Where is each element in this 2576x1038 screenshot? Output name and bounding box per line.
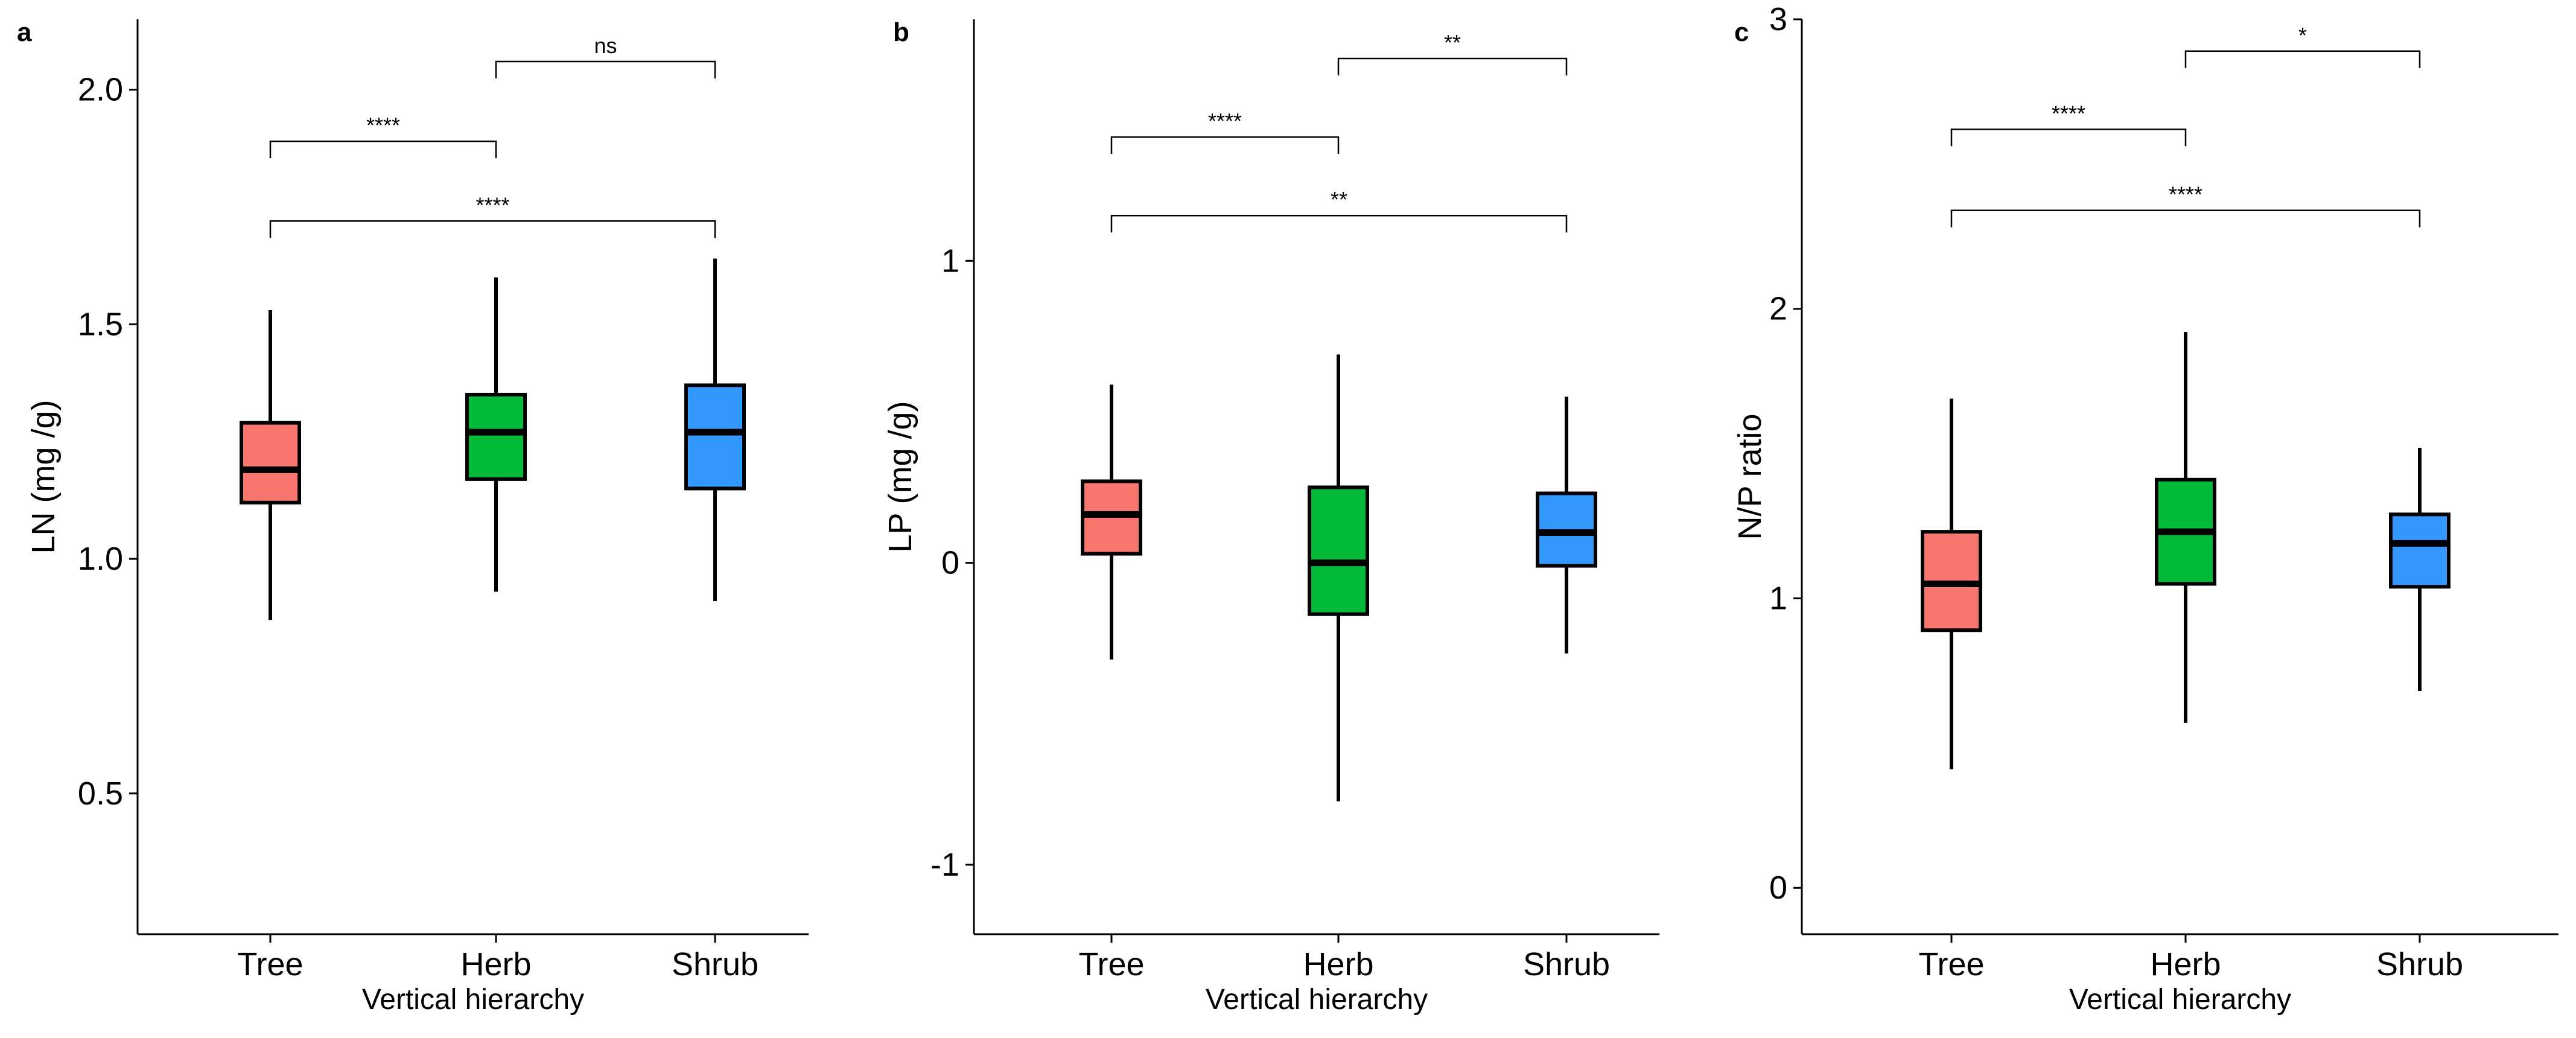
box-herb bbox=[465, 277, 527, 592]
y-tick-label: 3 bbox=[1769, 1, 1787, 37]
y-tick-label: 1.0 bbox=[78, 541, 123, 577]
comparison-tree-shrub: ** bbox=[1110, 187, 1568, 233]
x-tick-label-herb: Herb bbox=[460, 946, 531, 982]
iqr-box bbox=[1308, 485, 1369, 616]
x-axis-label: Vertical hierarchy bbox=[362, 984, 584, 1016]
comparison-tree-herb: **** bbox=[269, 113, 497, 159]
x-tick-label-tree: Tree bbox=[237, 946, 303, 982]
y-tick-label: -1 bbox=[930, 847, 959, 883]
y-axis-label: LN (mg /g) bbox=[25, 400, 62, 553]
y-tick-label: 0 bbox=[941, 545, 959, 581]
significance-label: **** bbox=[2169, 182, 2202, 207]
comparison-tree-shrub: **** bbox=[269, 193, 716, 238]
x-axis-label: Vertical hierarchy bbox=[2069, 984, 2291, 1016]
x-tick-label-herb: Herb bbox=[2150, 946, 2221, 982]
panel-b: b -1 0 1 LP (mg /g) Tree Herb Shrub Vertical hie… bbox=[882, 18, 1659, 1016]
x-tick-label-shrub: Shrub bbox=[672, 946, 758, 982]
box-tree bbox=[1921, 398, 1982, 769]
comparison-bracket bbox=[1110, 136, 1340, 154]
box-herb bbox=[2155, 332, 2216, 723]
y-tick-label: 0 bbox=[1769, 870, 1787, 906]
significance-label: **** bbox=[1208, 109, 1242, 133]
y-axis-label: N/P ratio bbox=[1732, 413, 1768, 540]
y-axis-label: LP (mg /g) bbox=[882, 401, 918, 552]
comparison-tree-herb: **** bbox=[1950, 101, 2187, 147]
significance-label: ** bbox=[1444, 30, 1461, 55]
x-tick-label-shrub: Shrub bbox=[1523, 946, 1610, 982]
box-tree bbox=[240, 310, 301, 620]
comparison-herb-shrub: ** bbox=[1337, 30, 1568, 76]
comparison-bracket bbox=[269, 220, 716, 238]
comparison-bracket bbox=[2184, 50, 2421, 68]
comparison-bracket bbox=[269, 140, 497, 159]
box-shrub bbox=[1536, 396, 1597, 654]
comparison-tree-shrub: **** bbox=[1950, 182, 2421, 228]
comparison-herb-shrub: * bbox=[2184, 23, 2421, 68]
y-tick-label: 1 bbox=[941, 243, 959, 279]
x-tick-label-tree: Tree bbox=[1918, 946, 1984, 982]
comparison-bracket bbox=[1337, 57, 1568, 76]
y-tick-label: 1.5 bbox=[78, 306, 123, 342]
significance-label: **** bbox=[366, 113, 400, 138]
box-shrub bbox=[684, 258, 746, 602]
significance-label: * bbox=[2298, 23, 2307, 48]
panel-label: b bbox=[893, 18, 909, 47]
box-herb bbox=[1308, 354, 1369, 801]
x-tick-label-shrub: Shrub bbox=[2376, 946, 2463, 982]
iqr-box bbox=[684, 383, 746, 491]
panel-label: a bbox=[17, 18, 32, 47]
panel-a: a 0.5 1.0 1.5 2.0 LN (mg /g) Tree Herb Shrub Vert… bbox=[17, 18, 809, 1016]
iqr-box bbox=[465, 392, 527, 481]
comparison-tree-herb: **** bbox=[1110, 109, 1340, 154]
panel-label: c bbox=[1734, 18, 1749, 47]
comparison-bracket bbox=[495, 60, 716, 78]
comparison-bracket bbox=[1950, 129, 2187, 147]
x-tick-label-tree: Tree bbox=[1078, 946, 1144, 982]
y-tick-label: 0.5 bbox=[78, 775, 123, 812]
y-tick-label: 1 bbox=[1769, 580, 1787, 616]
comparison-bracket bbox=[1110, 214, 1568, 233]
x-axis-label: Vertical hierarchy bbox=[1206, 984, 1428, 1016]
y-tick-label: 2 bbox=[1769, 291, 1787, 327]
significance-label: ** bbox=[1331, 187, 1347, 212]
iqr-box bbox=[240, 421, 301, 505]
x-tick-label-herb: Herb bbox=[1303, 946, 1373, 982]
panel-c: c 0 1 2 3 N/P ratio Tree Herb Shrub Vertical hier… bbox=[1732, 1, 2559, 1016]
significance-label: **** bbox=[475, 193, 509, 217]
significance-label: ns bbox=[594, 33, 617, 58]
comparison-herb-shrub: ns bbox=[495, 33, 716, 78]
significance-label: **** bbox=[2052, 101, 2085, 126]
y-tick-label: 2.0 bbox=[78, 72, 123, 108]
iqr-box bbox=[2389, 512, 2450, 589]
box-tree bbox=[1081, 384, 1142, 660]
comparison-bracket bbox=[1950, 209, 2421, 228]
box-shrub bbox=[2389, 448, 2450, 692]
